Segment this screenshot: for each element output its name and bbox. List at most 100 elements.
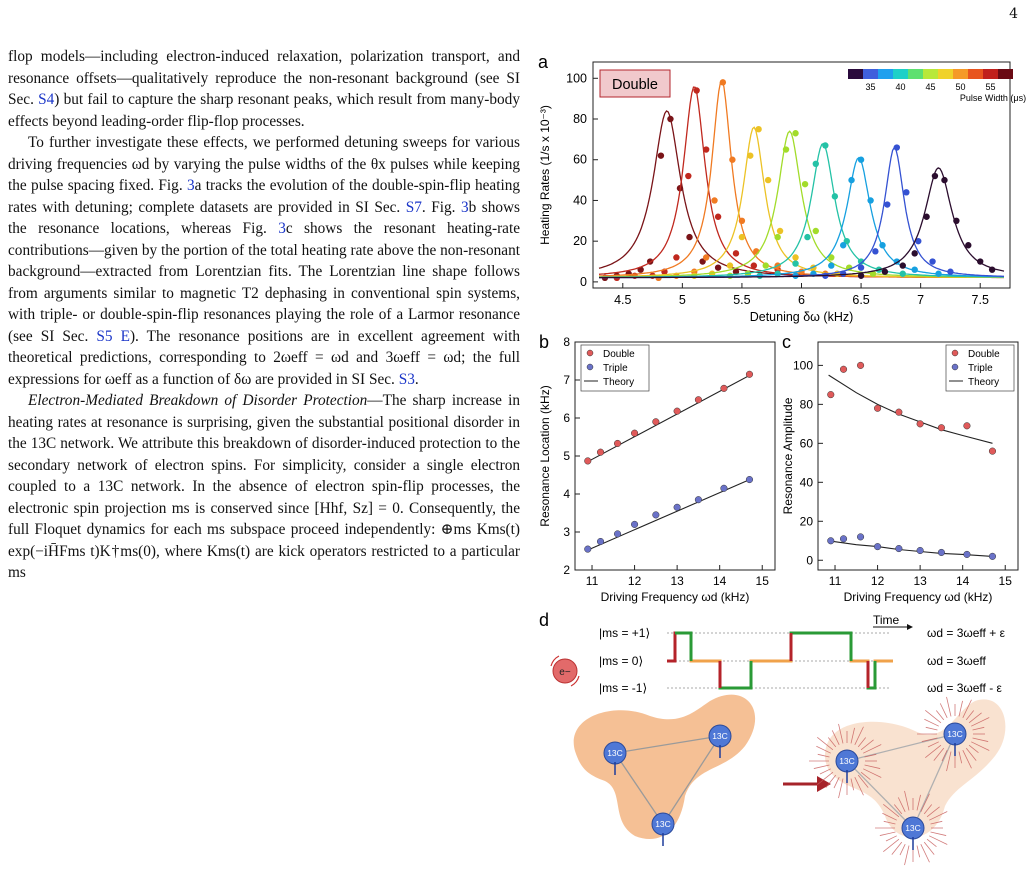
data-point bbox=[776, 227, 784, 235]
data-point bbox=[884, 201, 891, 208]
data-point bbox=[812, 227, 819, 235]
data-point bbox=[937, 548, 945, 557]
decoherence-ray bbox=[929, 835, 948, 845]
spin-level-label: |ms = +1⟩ bbox=[599, 626, 650, 640]
data-point bbox=[714, 213, 722, 220]
decoherence-ray bbox=[860, 771, 871, 781]
time-label: Time bbox=[873, 613, 900, 627]
data-point bbox=[584, 457, 592, 465]
data-point bbox=[848, 176, 855, 184]
x-tick-label: 7 bbox=[917, 293, 924, 307]
y-tick-label: 6 bbox=[563, 411, 570, 425]
data-point bbox=[762, 262, 769, 269]
data-point bbox=[963, 422, 971, 430]
decoherence-ray bbox=[923, 804, 933, 815]
reference-link[interactable]: 3 bbox=[187, 177, 195, 194]
decoherence-ray bbox=[972, 737, 989, 742]
text-run: ) but fail to capture the sharp resonant… bbox=[8, 91, 520, 130]
y-tick-label: 2 bbox=[563, 563, 570, 577]
reference-link[interactable]: 3 bbox=[460, 198, 469, 216]
data-point bbox=[792, 260, 799, 267]
colorbar-swatch bbox=[878, 69, 893, 79]
decoherence-ray bbox=[831, 730, 840, 745]
data-point bbox=[738, 217, 746, 225]
decoherence-ray bbox=[817, 736, 834, 751]
data-point bbox=[827, 537, 835, 545]
decoherence-ray bbox=[926, 838, 937, 848]
fit-curve bbox=[599, 130, 1004, 278]
reference-link[interactable]: S3 bbox=[398, 370, 415, 388]
page-number: 4 bbox=[1009, 6, 1018, 22]
paragraph: To further investigate these effects, we… bbox=[8, 132, 520, 390]
x-tick-label: 11 bbox=[829, 574, 842, 588]
coupling-line bbox=[614, 752, 664, 825]
x-tick-label: 11 bbox=[586, 574, 599, 588]
decoherence-ray bbox=[879, 831, 896, 836]
y-axis-label: Resonance Amplitude bbox=[781, 397, 795, 514]
reference-link[interactable]: S5 E bbox=[96, 327, 130, 345]
data-point bbox=[584, 545, 592, 553]
decoherence-ray bbox=[924, 718, 939, 727]
time-arrow-icon bbox=[907, 624, 913, 630]
decoherence-ray bbox=[883, 803, 900, 818]
text-run: flop models—including electron-induced r… bbox=[8, 48, 520, 108]
y-tick-label: 3 bbox=[563, 525, 570, 539]
fit-curve bbox=[599, 167, 1005, 279]
spin-arrow-icon bbox=[570, 675, 580, 687]
decoherence-ray bbox=[813, 764, 830, 769]
decoherence-ray bbox=[857, 774, 869, 788]
text-run: a tracks the evolution of the double-spi… bbox=[8, 177, 520, 216]
decoherence-ray bbox=[860, 739, 874, 751]
green-trace bbox=[789, 631, 853, 661]
panel-label: b bbox=[539, 332, 549, 352]
x-tick-label: 14 bbox=[713, 574, 727, 588]
decoherence-ray bbox=[864, 764, 881, 769]
x-tick-label: 12 bbox=[871, 574, 885, 588]
legend-label: Triple bbox=[968, 363, 993, 374]
data-point bbox=[874, 543, 882, 551]
data-point bbox=[988, 266, 996, 273]
data-point bbox=[937, 424, 945, 432]
electron-icon bbox=[552, 658, 578, 684]
red-trace bbox=[667, 631, 691, 663]
data-point bbox=[686, 233, 693, 241]
decoherence-ray bbox=[920, 844, 930, 863]
x-axis-label: Driving Frequency ωd (kHz) bbox=[601, 590, 750, 604]
data-point bbox=[857, 156, 865, 163]
decoherence-ray bbox=[929, 811, 948, 821]
decoherence-ray bbox=[946, 751, 952, 772]
colorbar-swatch bbox=[953, 69, 968, 79]
data-point bbox=[657, 152, 665, 159]
spin-level-label: |ms = 0⟩ bbox=[599, 654, 643, 668]
decoherence-ray bbox=[927, 741, 939, 748]
reference-link[interactable]: 3 bbox=[278, 220, 286, 237]
y-tick-label: 0 bbox=[806, 553, 813, 567]
data-point bbox=[750, 262, 758, 269]
y-tick-label: 40 bbox=[573, 193, 587, 207]
decoherence-ray bbox=[968, 744, 979, 754]
data-point bbox=[828, 254, 835, 261]
reference-link[interactable]: S4 bbox=[38, 91, 55, 108]
y-tick-label: 100 bbox=[793, 358, 813, 372]
data-point bbox=[673, 407, 681, 415]
panel-label: c bbox=[782, 332, 791, 352]
legend-marker bbox=[586, 349, 594, 357]
data-point bbox=[988, 552, 997, 560]
decoherence-ray bbox=[920, 793, 930, 812]
legend-marker bbox=[951, 363, 959, 371]
data-point bbox=[667, 115, 674, 123]
nucleus-label: 13C bbox=[712, 731, 728, 741]
coupling-line bbox=[614, 735, 721, 754]
colorbar-swatch bbox=[938, 69, 953, 79]
data-point bbox=[911, 266, 918, 273]
data-point bbox=[977, 258, 984, 265]
decoherence-ray bbox=[817, 771, 834, 786]
theory-line bbox=[828, 374, 993, 444]
decoherence-ray bbox=[925, 726, 938, 731]
reference-link[interactable]: S7 bbox=[405, 198, 422, 216]
y-tick-label: 4 bbox=[563, 487, 570, 501]
data-point bbox=[694, 396, 702, 404]
x-tick-label: 5 bbox=[679, 293, 686, 307]
nucleus-label: 13C bbox=[947, 729, 963, 739]
data-point bbox=[857, 533, 865, 541]
